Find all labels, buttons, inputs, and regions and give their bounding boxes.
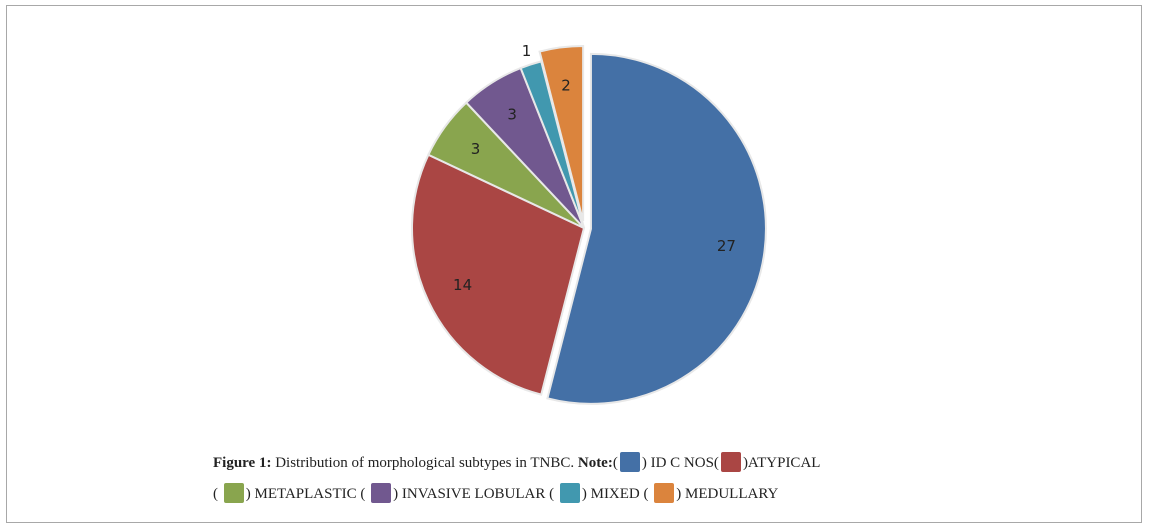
open-paren-2: (	[213, 486, 218, 502]
legend-swatch-medullary	[654, 483, 675, 503]
legend-swatch-atypical	[720, 452, 741, 472]
figure-caption-line-2: ( ) METAPLASTIC ( ) INVASIVE LOBULAR ( )…	[213, 483, 1113, 503]
legend-item-metaplastic: ) METAPLASTIC (	[245, 486, 366, 502]
data-label-metaplastic: 3	[471, 140, 481, 158]
figure-text: Distribution of morphological subtypes i…	[275, 455, 575, 471]
legend-item-mixed: ) MIXED (	[581, 486, 649, 502]
data-label-mixed: 1	[522, 42, 532, 60]
legend-item-id-c-nos: ID C NOS(	[650, 455, 719, 471]
pie-chart: 27 14 3 3 1 2	[411, 42, 767, 405]
pie-slices	[411, 45, 767, 405]
data-label-atypical: 14	[453, 276, 472, 294]
pie-slice-id-c-nos	[546, 52, 767, 405]
pie-slice-atypical	[411, 153, 586, 396]
data-label-invasive-lobular: 3	[507, 106, 517, 124]
data-label-medullary: 2	[561, 77, 571, 95]
pie-slice-medullary	[538, 45, 585, 222]
legend-swatch-invasive-lobular	[371, 483, 392, 503]
pie-labels: 27 14 3 3 1 2	[453, 42, 736, 294]
open-paren: (	[612, 455, 618, 471]
legend-swatch-id-c-nos	[619, 452, 640, 472]
legend-item-atypical: )ATYPICAL	[742, 455, 821, 471]
legend-item-medullary: ) MEDULLARY	[676, 486, 779, 502]
figure-caption-line-1: Figure 1: Distribution of morphological …	[213, 452, 1113, 472]
data-label-id-c-nos: 27	[717, 237, 736, 255]
legend-swatch-mixed	[559, 483, 580, 503]
legend-close-paren: )	[641, 455, 647, 471]
note-label: Note:	[577, 455, 613, 471]
legend-swatch-metaplastic	[223, 483, 244, 503]
legend-item-invasive-lobular: ) INVASIVE LOBULAR (	[393, 486, 555, 502]
figure-label: Figure 1:	[213, 455, 272, 471]
